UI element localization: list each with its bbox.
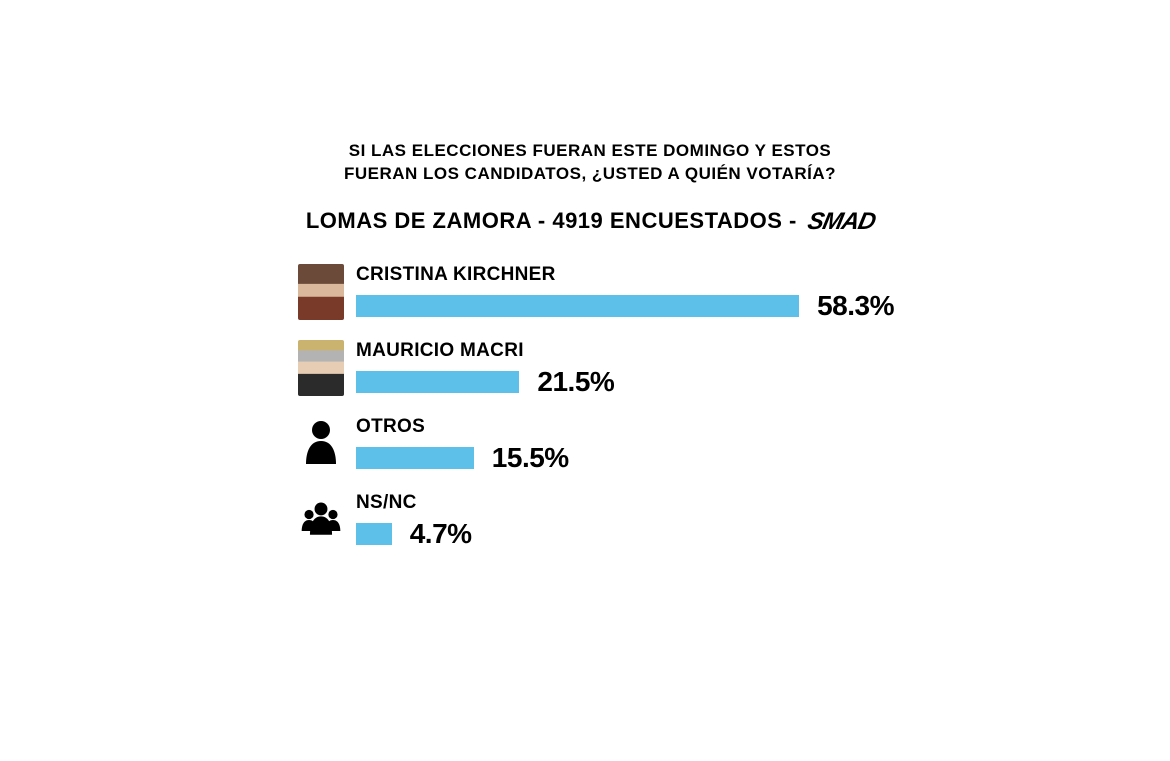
bar-wrap: MAURICIO MACRI 21.5% [356,340,614,398]
table-row: NS/NC 4.7% [298,492,940,550]
bar-line: 4.7% [356,518,472,550]
candidate-label: NS/NC [356,492,472,514]
question-line-2: FUERAN LOS CANDIDATOS, ¿USTED A QUIÉN VO… [344,164,836,183]
bar [356,523,392,545]
poll-subtitle: LOMAS DE ZAMORA - 4919 ENCUESTADOS - SMA… [240,208,940,236]
candidate-label: MAURICIO MACRI [356,340,614,362]
candidate-label: CRISTINA KIRCHNER [356,264,894,286]
candidate-photo-icon [298,264,344,320]
chart-rows: CRISTINA KIRCHNER 58.3% MAURICIO MACRI 2… [298,264,940,550]
table-row: MAURICIO MACRI 21.5% [298,340,940,398]
bar-line: 21.5% [356,366,614,398]
bar [356,295,799,317]
silhouette-single-icon [298,416,344,472]
percent-value: 58.3% [817,290,894,322]
silhouette-group-icon [298,492,344,548]
poll-question: SI LAS ELECCIONES FUERAN ESTE DOMINGO Y … [240,140,940,186]
bar [356,371,519,393]
candidate-label: OTROS [356,416,569,438]
bar-wrap: OTROS 15.5% [356,416,569,474]
table-row: OTROS 15.5% [298,416,940,474]
question-line-1: SI LAS ELECCIONES FUERAN ESTE DOMINGO Y … [349,141,832,160]
bar-wrap: NS/NC 4.7% [356,492,472,550]
brand-logo: SMAD [805,208,878,236]
table-row: CRISTINA KIRCHNER 58.3% [298,264,940,322]
bar-line: 58.3% [356,290,894,322]
subtitle-text: LOMAS DE ZAMORA - 4919 ENCUESTADOS - [306,208,797,233]
percent-value: 21.5% [537,366,614,398]
bar-wrap: CRISTINA KIRCHNER 58.3% [356,264,894,322]
percent-value: 4.7% [410,518,472,550]
candidate-photo-icon [298,340,344,396]
bar [356,447,474,469]
bar-line: 15.5% [356,442,569,474]
percent-value: 15.5% [492,442,569,474]
poll-container: SI LAS ELECCIONES FUERAN ESTE DOMINGO Y … [240,140,940,568]
